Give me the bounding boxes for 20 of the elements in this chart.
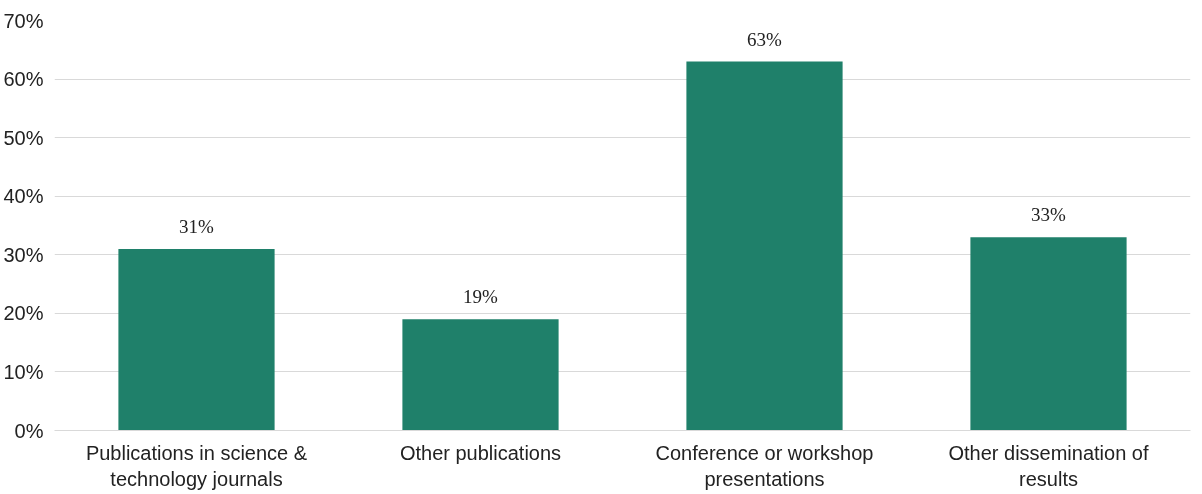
bar (402, 319, 559, 431)
y-tick-label: 70% (3, 9, 44, 32)
x-tick-label: Other dissemination of results (948, 441, 1149, 490)
y-tick-label: 60% (3, 68, 44, 91)
y-tick-label: 0% (14, 419, 44, 442)
x-tick-label: Other publications (399, 441, 562, 464)
y-tick-label: 50% (3, 126, 44, 149)
bar (118, 248, 275, 431)
x-tick-label: Conference or workshop presentations (655, 441, 874, 490)
data-label: 63% (747, 28, 783, 50)
y-tick-label: 40% (3, 185, 44, 208)
x-tick-label: Publications in science & technology journals (85, 441, 308, 490)
data-label: 31% (179, 215, 215, 237)
y-tick-label: 30% (3, 243, 44, 266)
data-label: 19% (463, 286, 499, 308)
y-tick-label: 10% (3, 360, 44, 383)
bar (970, 237, 1127, 431)
bar (686, 61, 843, 431)
data-label: 33% (1031, 204, 1067, 226)
y-tick-label: 20% (3, 302, 44, 325)
